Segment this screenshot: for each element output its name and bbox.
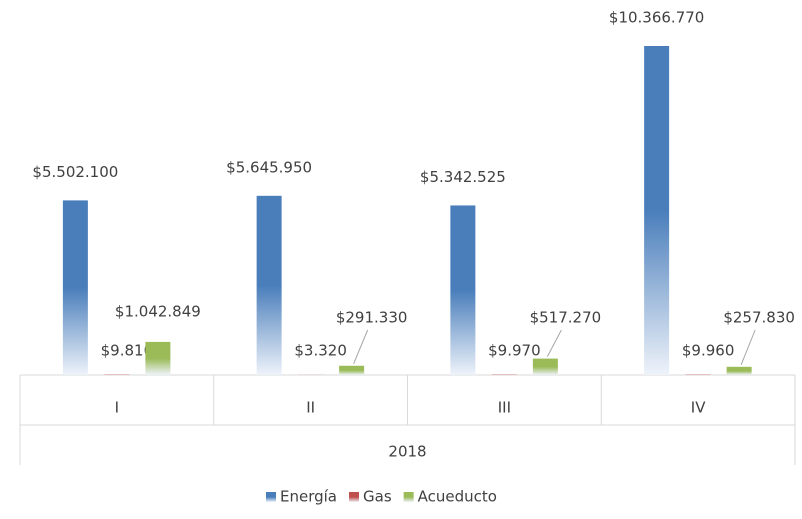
x-tick-label: I — [115, 399, 119, 417]
legend-label: Energía — [280, 488, 337, 506]
bar — [450, 205, 475, 375]
bar — [257, 196, 282, 375]
leader-line — [547, 330, 561, 357]
data-label: $9.810 — [101, 342, 154, 360]
bar — [63, 200, 88, 375]
data-label: $9.970 — [488, 342, 541, 360]
legend-swatch — [404, 492, 414, 502]
legend-swatch — [349, 492, 359, 502]
legend-label: Gas — [363, 488, 392, 506]
bar — [339, 366, 364, 375]
data-label: $291.330 — [336, 309, 408, 327]
group-label: 2018 — [388, 443, 426, 461]
x-tick-label: III — [498, 399, 511, 417]
data-label: $5.645.950 — [226, 158, 312, 176]
bar — [145, 342, 170, 375]
data-label: $3.320 — [294, 342, 347, 360]
data-label: $517.270 — [530, 309, 602, 327]
data-label: $1.042.849 — [115, 302, 201, 320]
leader-line — [741, 330, 755, 365]
data-label: $10.366.770 — [609, 9, 704, 27]
bar — [727, 367, 752, 375]
leader-line — [354, 330, 368, 364]
data-label: $5.502.100 — [32, 163, 118, 181]
data-label: $9.960 — [682, 342, 735, 360]
data-label: $5.342.525 — [420, 168, 506, 186]
legend-label: Acueducto — [418, 488, 497, 506]
bar — [533, 359, 558, 375]
x-tick-label: IV — [691, 399, 706, 417]
data-label: $257.830 — [723, 309, 795, 327]
bar — [644, 46, 669, 375]
x-tick-label: II — [306, 399, 315, 417]
legend-swatch — [266, 492, 276, 502]
